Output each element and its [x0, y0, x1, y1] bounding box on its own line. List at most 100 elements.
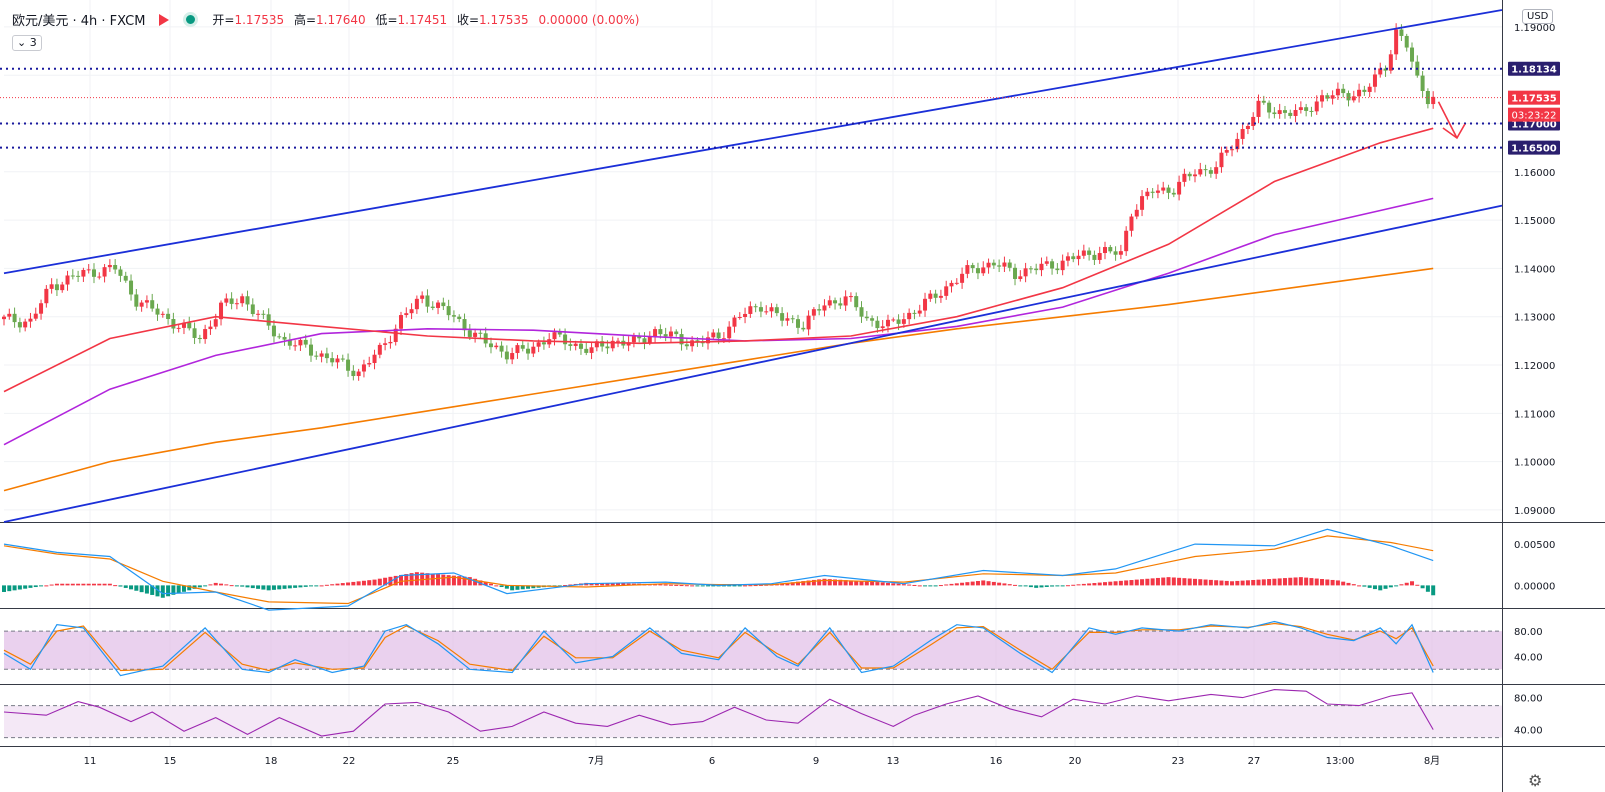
macd-bar [1208, 579, 1213, 586]
candle-body [293, 345, 298, 347]
candle-body [1208, 170, 1213, 174]
macd-bar [1320, 579, 1325, 586]
candle-body [414, 298, 419, 310]
candle-body [552, 332, 557, 340]
candle-body [488, 343, 493, 348]
macd-bar [690, 585, 695, 587]
candle-body [12, 313, 17, 323]
candle [997, 259, 1002, 273]
time-tick-label: 18 [265, 756, 278, 767]
candle [488, 337, 493, 354]
macd-bar [1431, 585, 1436, 596]
macd-bar [473, 578, 478, 586]
candle-body [679, 334, 684, 345]
candle-body [1293, 110, 1298, 116]
candle [1351, 90, 1356, 103]
candle [1372, 68, 1377, 93]
candle-body [769, 307, 774, 312]
candle-body [309, 344, 314, 356]
candle-body [409, 309, 414, 314]
macd-bar [870, 581, 875, 586]
candle-body [594, 341, 599, 348]
candle-body [674, 331, 679, 335]
flag-icon[interactable] [159, 13, 170, 26]
candle [28, 312, 33, 328]
candle [298, 337, 303, 352]
candle [1150, 188, 1155, 199]
candle-body [504, 351, 509, 360]
market-status-icon [183, 12, 199, 27]
candle-body [541, 342, 546, 345]
candle [234, 298, 239, 310]
candle [923, 292, 928, 317]
indicators-toggle[interactable]: ⌄ 3 [12, 35, 42, 51]
candle-body [393, 328, 398, 342]
candle-body [44, 288, 49, 304]
candle [520, 340, 525, 352]
candle [769, 303, 774, 318]
candle [653, 326, 658, 343]
candle [1187, 171, 1192, 181]
candle-body [240, 296, 245, 304]
candle-body [245, 296, 250, 305]
candle-body [208, 326, 213, 330]
candle [960, 267, 965, 289]
candle [340, 354, 345, 362]
candle [23, 318, 28, 332]
macd-bar [1182, 578, 1187, 586]
macd-bar [801, 581, 806, 586]
macd-bar [1087, 583, 1092, 586]
candle [1415, 55, 1420, 78]
macd-bar [1383, 585, 1388, 589]
candle-body [626, 342, 631, 346]
candle [711, 329, 716, 340]
candle-body [864, 316, 869, 319]
candle-body [695, 340, 700, 342]
gear-icon[interactable]: ⚙ [1528, 771, 1543, 790]
candle-body [54, 284, 59, 291]
macd-bar [1097, 582, 1102, 586]
candle [1124, 226, 1129, 256]
candle-body [129, 280, 134, 295]
macd-bar [891, 583, 896, 586]
candle [1235, 132, 1240, 153]
time-tick-label: 8月 [1424, 755, 1440, 767]
candle [970, 262, 975, 273]
macd-bar [1103, 582, 1108, 586]
candle [589, 342, 594, 360]
candle-body [134, 294, 139, 307]
level-label-text: 1.17000 [1511, 120, 1557, 131]
macd-bar [1325, 579, 1330, 586]
macd-bar [885, 582, 890, 586]
macd-bar [1171, 577, 1176, 586]
candle-body [584, 348, 589, 353]
candle [293, 340, 298, 351]
candle-body [965, 265, 970, 274]
candle-body [1282, 110, 1287, 113]
candle [1341, 84, 1346, 98]
macd-bar [811, 579, 816, 586]
macd-bar [123, 585, 128, 588]
candle [309, 338, 314, 362]
currency-button[interactable]: USD [1522, 9, 1554, 24]
candle-body [1055, 268, 1060, 271]
candle-body [684, 344, 689, 347]
macd-bar [1081, 583, 1086, 586]
candle [134, 288, 139, 311]
macd-bar [526, 585, 531, 589]
candle-body [933, 293, 938, 298]
candle-body [1166, 187, 1171, 193]
candle-body [764, 311, 769, 313]
candle [801, 321, 806, 332]
macd-bar [1372, 585, 1377, 590]
macd-bar [520, 585, 525, 590]
candle-body [610, 340, 615, 349]
candle [610, 336, 615, 352]
symbol-title[interactable]: 欧元/美元 · 4h · FXCM [12, 14, 146, 29]
candle-body [520, 345, 525, 349]
candle-body [1171, 192, 1176, 195]
candle-body [81, 269, 86, 277]
macd-tick-label: 0.00000 [1514, 581, 1555, 592]
macd-bar [271, 585, 276, 590]
